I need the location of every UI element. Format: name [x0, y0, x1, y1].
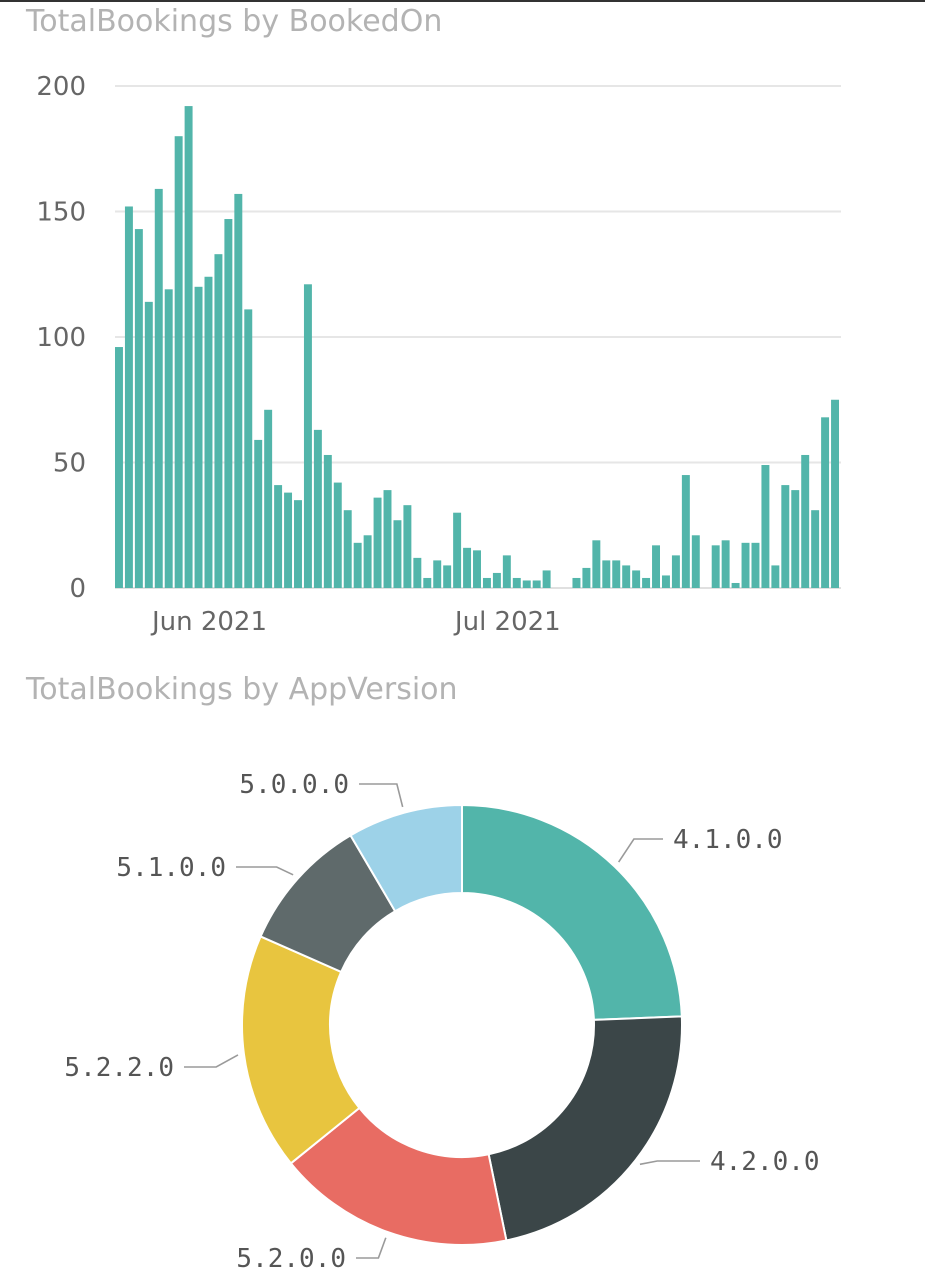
x-tick-label: Jun 2021 — [150, 607, 267, 637]
bar[interactable] — [711, 545, 720, 588]
bar[interactable] — [343, 510, 352, 588]
bar[interactable] — [632, 570, 641, 588]
bar[interactable] — [761, 465, 770, 588]
bar[interactable] — [144, 301, 153, 588]
bar[interactable] — [602, 560, 611, 588]
bar[interactable] — [542, 570, 551, 588]
bar[interactable] — [403, 505, 412, 588]
bar[interactable] — [463, 547, 472, 588]
bar[interactable] — [791, 490, 800, 588]
bar[interactable] — [572, 577, 581, 588]
bar[interactable] — [582, 567, 591, 588]
bar[interactable] — [622, 565, 631, 588]
bar[interactable] — [482, 577, 491, 588]
bar[interactable] — [274, 485, 283, 588]
donut-slice[interactable] — [349, 803, 463, 913]
bar[interactable] — [801, 454, 810, 588]
bar[interactable] — [522, 580, 531, 588]
slice-label: 4.1.0.0 — [673, 825, 783, 855]
bar[interactable] — [642, 577, 651, 588]
bar[interactable] — [771, 565, 780, 588]
bar[interactable] — [363, 535, 372, 588]
bar[interactable] — [254, 439, 263, 588]
bar[interactable] — [373, 497, 382, 588]
bar[interactable] — [811, 510, 820, 588]
bar[interactable] — [134, 229, 143, 588]
bar[interactable] — [244, 309, 253, 588]
leader-line — [639, 1160, 700, 1166]
bar[interactable] — [751, 542, 760, 588]
bar[interactable] — [721, 540, 730, 588]
x-tick-label: Jul 2021 — [453, 607, 561, 637]
bar[interactable] — [264, 409, 273, 588]
y-tick-label: 100 — [36, 323, 86, 353]
bar[interactable] — [492, 572, 501, 588]
bar[interactable] — [294, 500, 302, 588]
top-border — [0, 0, 925, 2]
bar[interactable] — [532, 580, 541, 588]
bar[interactable] — [214, 254, 223, 589]
bar[interactable] — [184, 106, 193, 588]
donut-chart-title: TotalBookings by AppVersion — [26, 672, 458, 707]
slice-label: 5.2.2.0 — [64, 1053, 174, 1083]
bar[interactable] — [204, 276, 213, 588]
bar[interactable] — [453, 512, 462, 588]
leader-line — [359, 783, 404, 808]
bar[interactable] — [731, 582, 740, 588]
bar[interactable] — [423, 577, 432, 588]
bar[interactable] — [393, 520, 402, 588]
donut-slice[interactable] — [487, 1015, 683, 1242]
bar[interactable] — [821, 417, 830, 588]
bar[interactable] — [661, 575, 670, 588]
bar[interactable] — [323, 454, 332, 588]
bar[interactable] — [612, 560, 621, 588]
bar[interactable] — [284, 492, 293, 588]
bar[interactable] — [671, 555, 680, 588]
bar[interactable] — [353, 542, 362, 588]
donut-slice[interactable] — [461, 803, 683, 1021]
bar[interactable] — [443, 565, 452, 588]
bar[interactable] — [512, 577, 521, 588]
bar[interactable] — [691, 535, 700, 588]
bar[interactable] — [652, 545, 660, 588]
slice-label: 5.2.0.0 — [236, 1244, 346, 1274]
bar[interactable] — [781, 485, 790, 588]
bar[interactable] — [174, 136, 183, 588]
bar[interactable] — [313, 429, 322, 588]
leader-line — [184, 1054, 239, 1068]
leader-line — [236, 866, 294, 876]
leader-line — [356, 1237, 387, 1259]
bar[interactable] — [333, 482, 342, 588]
bar[interactable] — [433, 560, 442, 588]
y-tick-label: 150 — [36, 198, 86, 228]
bar[interactable] — [502, 555, 511, 588]
bar[interactable] — [224, 219, 233, 588]
slice-label: 5.1.0.0 — [116, 853, 226, 883]
bar[interactable] — [413, 557, 422, 588]
slice-label: 5.0.0.0 — [239, 770, 349, 800]
bar[interactable] — [164, 289, 173, 588]
slice-label: 4.2.0.0 — [710, 1147, 820, 1177]
bar[interactable] — [234, 193, 243, 588]
bar[interactable] — [592, 540, 601, 588]
bar[interactable] — [831, 399, 840, 588]
y-tick-label: 50 — [53, 449, 86, 479]
bar-chart-title: TotalBookings by BookedOn — [26, 4, 443, 39]
bar[interactable] — [154, 188, 163, 588]
bar[interactable] — [124, 206, 133, 589]
y-tick-label: 200 — [36, 72, 86, 102]
bar[interactable] — [741, 542, 750, 588]
bar[interactable] — [303, 284, 312, 588]
leader-line — [617, 838, 663, 863]
bar[interactable] — [115, 347, 123, 588]
y-tick-label: 0 — [69, 574, 86, 604]
bar[interactable] — [473, 550, 481, 588]
bar[interactable] — [194, 286, 203, 588]
bar[interactable] — [681, 475, 690, 588]
bar[interactable] — [383, 490, 392, 588]
